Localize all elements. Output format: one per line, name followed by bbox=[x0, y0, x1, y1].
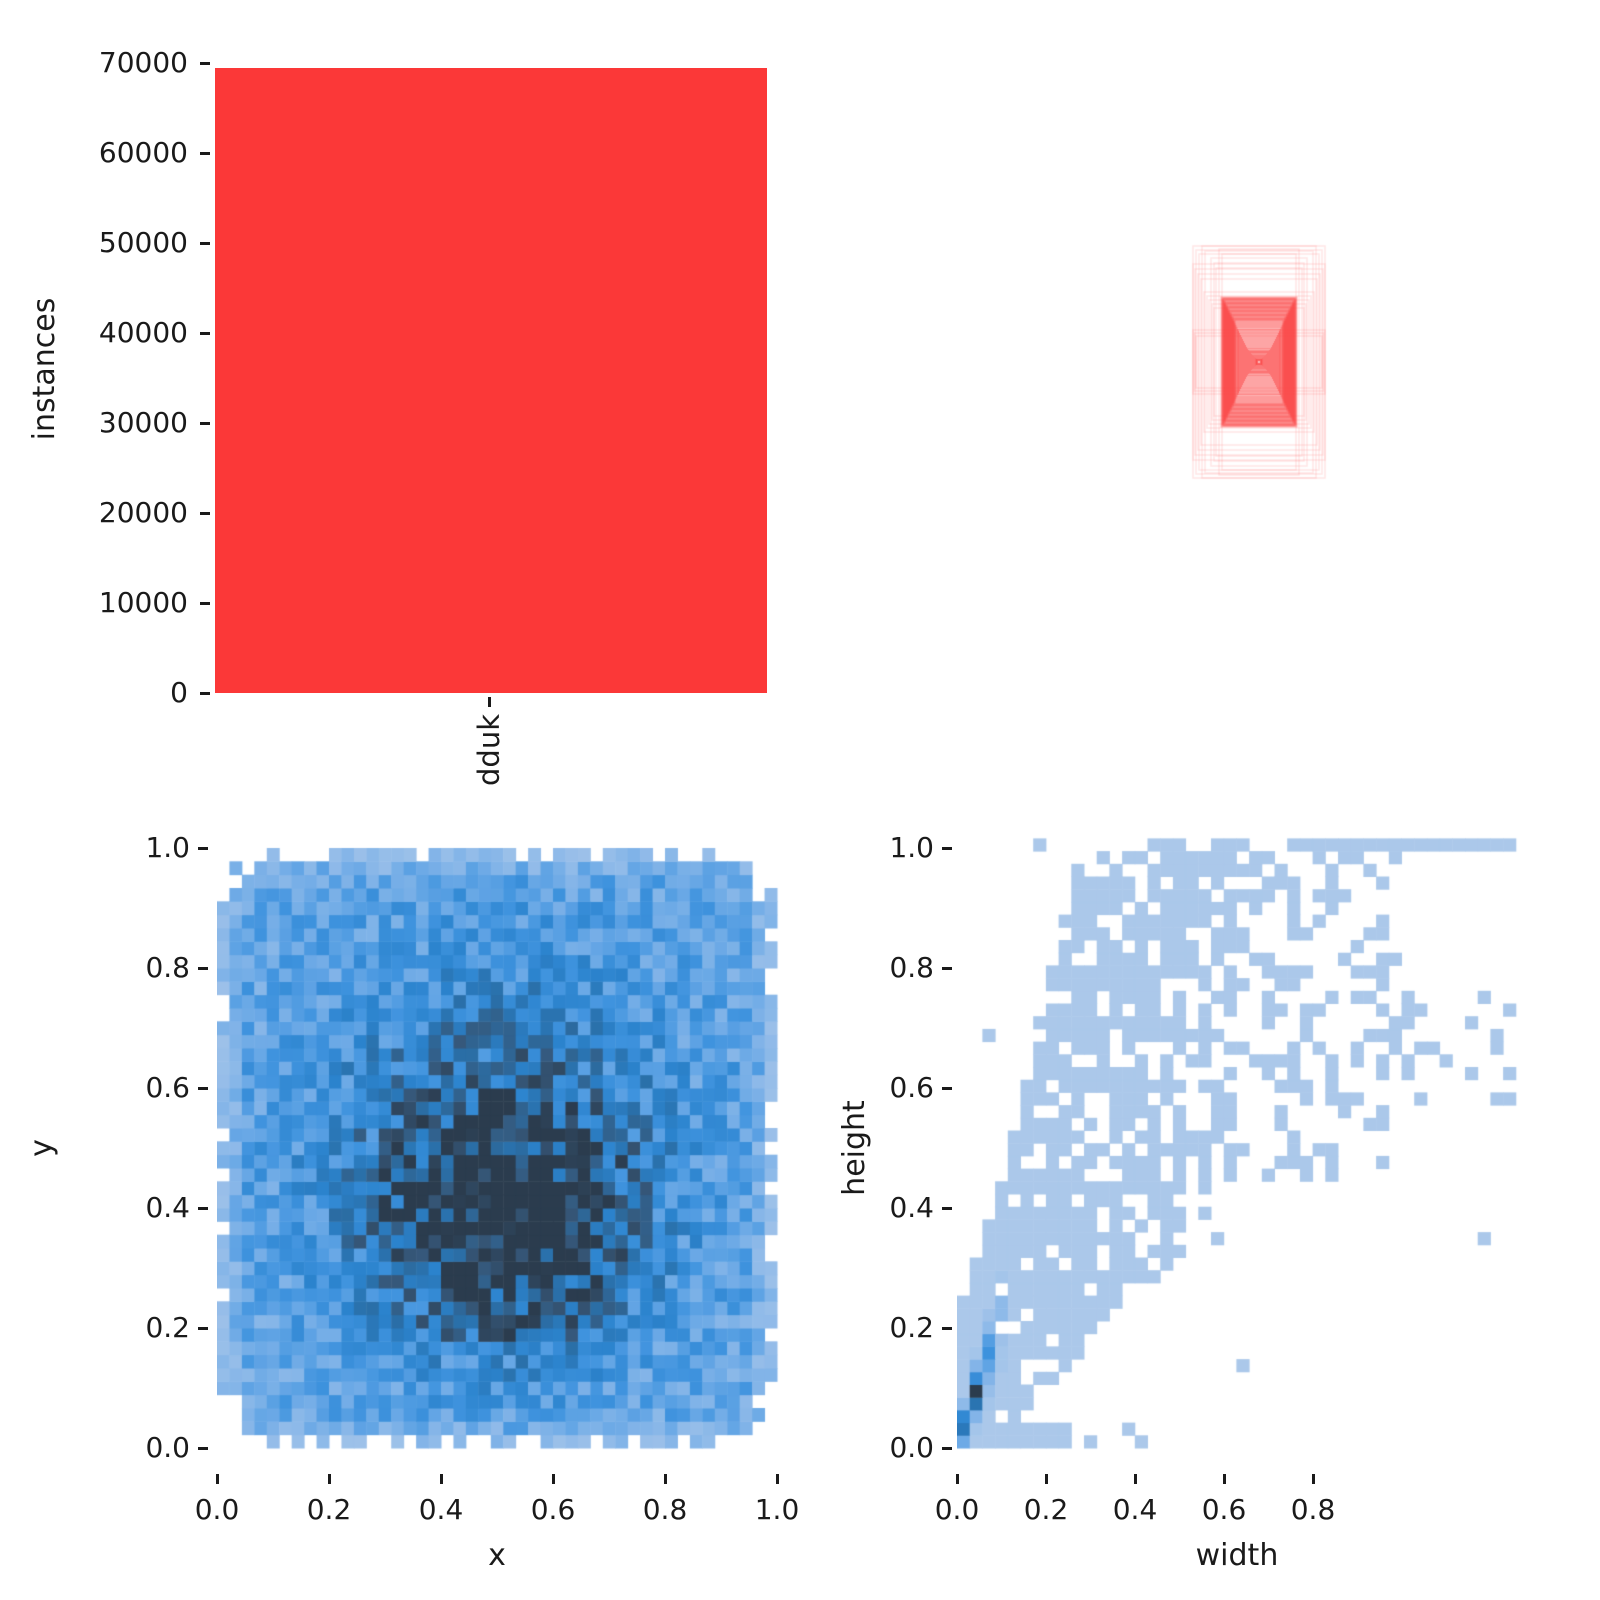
bar-ytick-label: 10000 bbox=[98, 586, 188, 619]
xy-ytick-label: 0.6 bbox=[145, 1071, 190, 1104]
wh-xtick-label: 0.6 bbox=[1201, 1493, 1247, 1526]
wh-xtick-dash bbox=[1045, 1474, 1048, 1484]
bar-ytick-label: 70000 bbox=[98, 46, 188, 79]
xy-xtick-dash bbox=[216, 1474, 219, 1484]
xy-ytick-label: 1.0 bbox=[145, 831, 190, 864]
xy-heatmap-canvas bbox=[217, 842, 783, 1458]
xy-ytick-dash bbox=[198, 1087, 208, 1090]
xy-xtick-label: 0.8 bbox=[642, 1493, 688, 1526]
xy-xtick-dash bbox=[328, 1474, 331, 1484]
wh-xtick-dash bbox=[1312, 1474, 1315, 1484]
wh-ytick-label: 0.8 bbox=[889, 951, 934, 984]
xy-ytick-dash bbox=[198, 1447, 208, 1450]
wh-xtick-dash bbox=[956, 1474, 959, 1484]
xy-xtick-label: 0.2 bbox=[306, 1493, 352, 1526]
bar-xtick-dash bbox=[488, 697, 491, 707]
bar-ytick-label: 0 bbox=[170, 676, 188, 709]
xy-xtick-label: 1.0 bbox=[754, 1493, 800, 1526]
bar-xtick-label: dduk bbox=[472, 675, 506, 825]
xy-ytick-dash bbox=[198, 1207, 208, 1210]
xy-xtick-dash bbox=[776, 1474, 779, 1484]
bar-ytick-dash bbox=[200, 422, 210, 425]
wh-xtick-label: 0.0 bbox=[934, 1493, 980, 1526]
wh-ytick-label: 0.4 bbox=[889, 1191, 934, 1224]
xy-ytick-dash bbox=[198, 967, 208, 970]
bar-ytick-label: 60000 bbox=[98, 136, 188, 169]
bar-ytick-dash bbox=[200, 152, 210, 155]
wh-xtick-label: 0.4 bbox=[1112, 1493, 1158, 1526]
xy-ytick-dash bbox=[198, 1327, 208, 1330]
wh-ytick-dash bbox=[942, 1327, 952, 1330]
bar-ytick-dash bbox=[200, 332, 210, 335]
bar-ytick-label: 30000 bbox=[98, 406, 188, 439]
bar-ytick-label: 50000 bbox=[98, 226, 188, 259]
bar-ytick-dash bbox=[200, 602, 210, 605]
wh-ytick-dash bbox=[942, 1447, 952, 1450]
xy-xtick-label: 0.0 bbox=[194, 1493, 240, 1526]
wh-xlabel: width bbox=[1195, 1538, 1279, 1573]
bar-ytick-dash bbox=[200, 512, 210, 515]
bar-ytick-dash bbox=[200, 242, 210, 245]
xy-ytick-dash bbox=[198, 847, 208, 850]
instances-bar bbox=[215, 68, 767, 693]
wh-ytick-dash bbox=[942, 1087, 952, 1090]
wh-ytick-label: 0.0 bbox=[889, 1431, 934, 1464]
xy-xtick-label: 0.4 bbox=[418, 1493, 464, 1526]
wh-ytick-dash bbox=[942, 847, 952, 850]
xy-ytick-label: 0.0 bbox=[145, 1431, 190, 1464]
xy-ytick-label: 0.2 bbox=[145, 1311, 190, 1344]
wh-xtick-label: 0.8 bbox=[1290, 1493, 1336, 1526]
xy-xtick-label: 0.6 bbox=[530, 1493, 576, 1526]
xy-xtick-dash bbox=[552, 1474, 555, 1484]
wh-ytick-label: 0.2 bbox=[889, 1311, 934, 1344]
wh-ylabel: height bbox=[837, 1100, 872, 1196]
bar-ytick-dash bbox=[200, 692, 210, 695]
xy-xtick-dash bbox=[664, 1474, 667, 1484]
xy-xlabel: x bbox=[488, 1538, 506, 1573]
bar-ytick-label: 20000 bbox=[98, 496, 188, 529]
xy-ytick-label: 0.4 bbox=[145, 1191, 190, 1224]
wh-ytick-label: 0.6 bbox=[889, 1071, 934, 1104]
wh-xtick-dash bbox=[1223, 1474, 1226, 1484]
bar-category-label: dduk bbox=[472, 714, 506, 786]
bar-ytick-dash bbox=[200, 62, 210, 65]
xy-ylabel: y bbox=[24, 1139, 59, 1157]
xy-xtick-dash bbox=[440, 1474, 443, 1484]
wh-ytick-dash bbox=[942, 1207, 952, 1210]
wh-xtick-dash bbox=[1134, 1474, 1137, 1484]
bar-ytick-label: 40000 bbox=[98, 316, 188, 349]
bar-subplot: 0 10000 20000 30000 40000 50000 60000 70000 ddu… bbox=[0, 0, 800, 800]
width-height-heatmap-canvas bbox=[957, 830, 1523, 1454]
wh-ytick-label: 1.0 bbox=[889, 831, 934, 864]
wh-xtick-label: 0.2 bbox=[1023, 1493, 1069, 1526]
wh-ytick-dash bbox=[942, 967, 952, 970]
bounding-boxes-overlay-canvas bbox=[1090, 205, 1420, 535]
bar-ylabel: instances bbox=[27, 297, 62, 441]
xy-ytick-label: 0.8 bbox=[145, 951, 190, 984]
